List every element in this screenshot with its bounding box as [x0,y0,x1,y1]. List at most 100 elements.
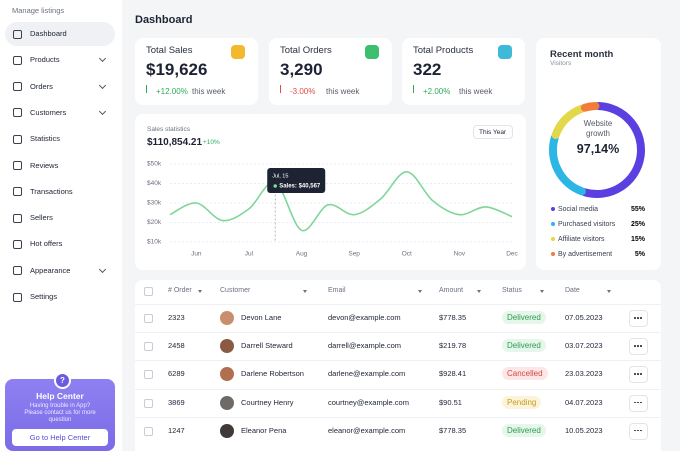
avatar [220,367,234,382]
x-tick-label: Dec [506,251,518,258]
nav-icon [13,266,22,276]
header-checkbox[interactable] [144,287,153,296]
stat-title: Total Sales [146,45,193,56]
menu-dot [640,401,642,404]
date: 03.07.2023 [565,341,603,351]
row-checkbox[interactable] [144,398,153,408]
customer-name: Eleanor Pena [241,425,287,435]
menu-dot [634,373,636,375]
nav-icon [13,29,22,39]
email: devon@example.com [328,313,401,322]
nav-item[interactable]: Customers [30,107,67,117]
row-menu-button[interactable] [629,310,648,327]
donut-title: Recent month [550,49,614,60]
y-tick-label: $10k [147,239,162,246]
stat-value: 3,290 [280,60,323,79]
row-divider [135,388,661,390]
order-id: 2323 [168,313,185,322]
x-tick-label: Nov [454,251,466,258]
nav-item[interactable]: Reviews [30,160,59,170]
row-menu-button[interactable] [629,366,648,384]
nav-item[interactable]: Products [30,55,60,65]
donut-segment [551,104,586,139]
stat-value: 322 [413,60,442,79]
sort-arrow [477,290,481,293]
stat-value: $19,626 [146,60,208,79]
stat-period: this week [459,87,493,96]
nav-item[interactable]: Statistics [30,134,61,144]
row-checkbox[interactable] [144,314,153,323]
avatar [220,311,234,325]
row-checkbox[interactable] [144,370,153,380]
order-id: 6289 [168,369,185,379]
y-tick-label: $20k [147,219,162,226]
help-icon: ? [54,372,71,389]
donut-segment [580,102,645,198]
stat-title: Total Products [413,45,474,56]
row-menu-button[interactable] [629,422,648,440]
donut-center-label: Website growth [583,119,613,138]
column-header[interactable]: Email [328,287,346,294]
donut-subtitle: Visitors [550,60,572,67]
email: eleanor@example.com [328,425,406,435]
menu-dot [634,429,636,432]
column-header[interactable]: Customer [220,287,251,294]
sort-arrow [607,290,611,293]
nav-item[interactable]: Sellers [30,213,53,223]
row-divider [135,360,661,362]
stat-arrow [146,85,155,93]
row-checkbox[interactable] [144,342,153,352]
help-button[interactable]: Go to Help Center [12,429,108,446]
nav-item[interactable]: Dashboard [30,29,67,38]
nav-item[interactable]: Orders [30,81,53,91]
donut-center-value: 97,14% [576,142,620,156]
help-title: Help Center [36,391,84,401]
nav-item[interactable]: Transactions [30,186,73,196]
x-tick-label: Sep [348,251,360,258]
stat-period: this week [192,87,226,96]
stat-change: +12.00% [156,87,188,96]
donut-segment [580,102,600,112]
legend-dot [551,252,555,256]
tooltip-dot [273,184,278,188]
email: courtney@example.com [328,397,409,407]
y-tick-label: $30k [147,200,162,207]
amount: $928.41 [439,369,467,379]
column-header[interactable]: Status [502,287,522,294]
legend-value: 5% [635,251,646,258]
row-checkbox[interactable] [144,426,153,436]
legend-label: Purchased visitors [558,221,616,228]
row-menu-button[interactable] [629,338,648,356]
line-series [169,170,513,232]
menu-dot [637,429,639,432]
email: darrell@example.com [328,341,402,351]
line-chart: $10k $20k $30k $40k $50k Jun Jul Aug Sep Oct Nov De… [147,161,519,258]
column-header[interactable]: Amount [439,287,464,294]
date: 04.07.2023 [565,397,603,407]
x-tick-label: Jun [191,251,202,258]
stat-icon [365,45,379,59]
donut-segment [549,133,586,196]
legend-value: 15% [631,236,646,243]
menu-dot [640,429,642,432]
chart-title: Sales statistics [147,126,190,133]
legend-label: Social media [558,206,598,213]
tooltip-label: Sales: $40,567 [279,184,321,190]
stat-arrow [280,85,289,93]
stat-icon [498,45,512,59]
menu-dot [640,373,642,375]
sort-arrow [198,290,202,293]
row-divider [135,304,661,305]
nav-icon [13,213,22,223]
nav-item[interactable]: Appearance [30,265,71,275]
row-menu-button[interactable] [629,394,648,412]
nav-item[interactable]: Hot offers [30,239,63,249]
column-header[interactable]: Date [565,287,580,294]
column-header[interactable]: # Order [168,287,192,294]
sort-arrow [303,290,307,293]
x-tick-label: Oct [402,251,412,258]
row-divider [135,416,661,418]
nav-item[interactable]: Settings [30,292,58,301]
period-select[interactable]: This Year [473,125,513,139]
x-tick-label: Aug [296,251,308,258]
